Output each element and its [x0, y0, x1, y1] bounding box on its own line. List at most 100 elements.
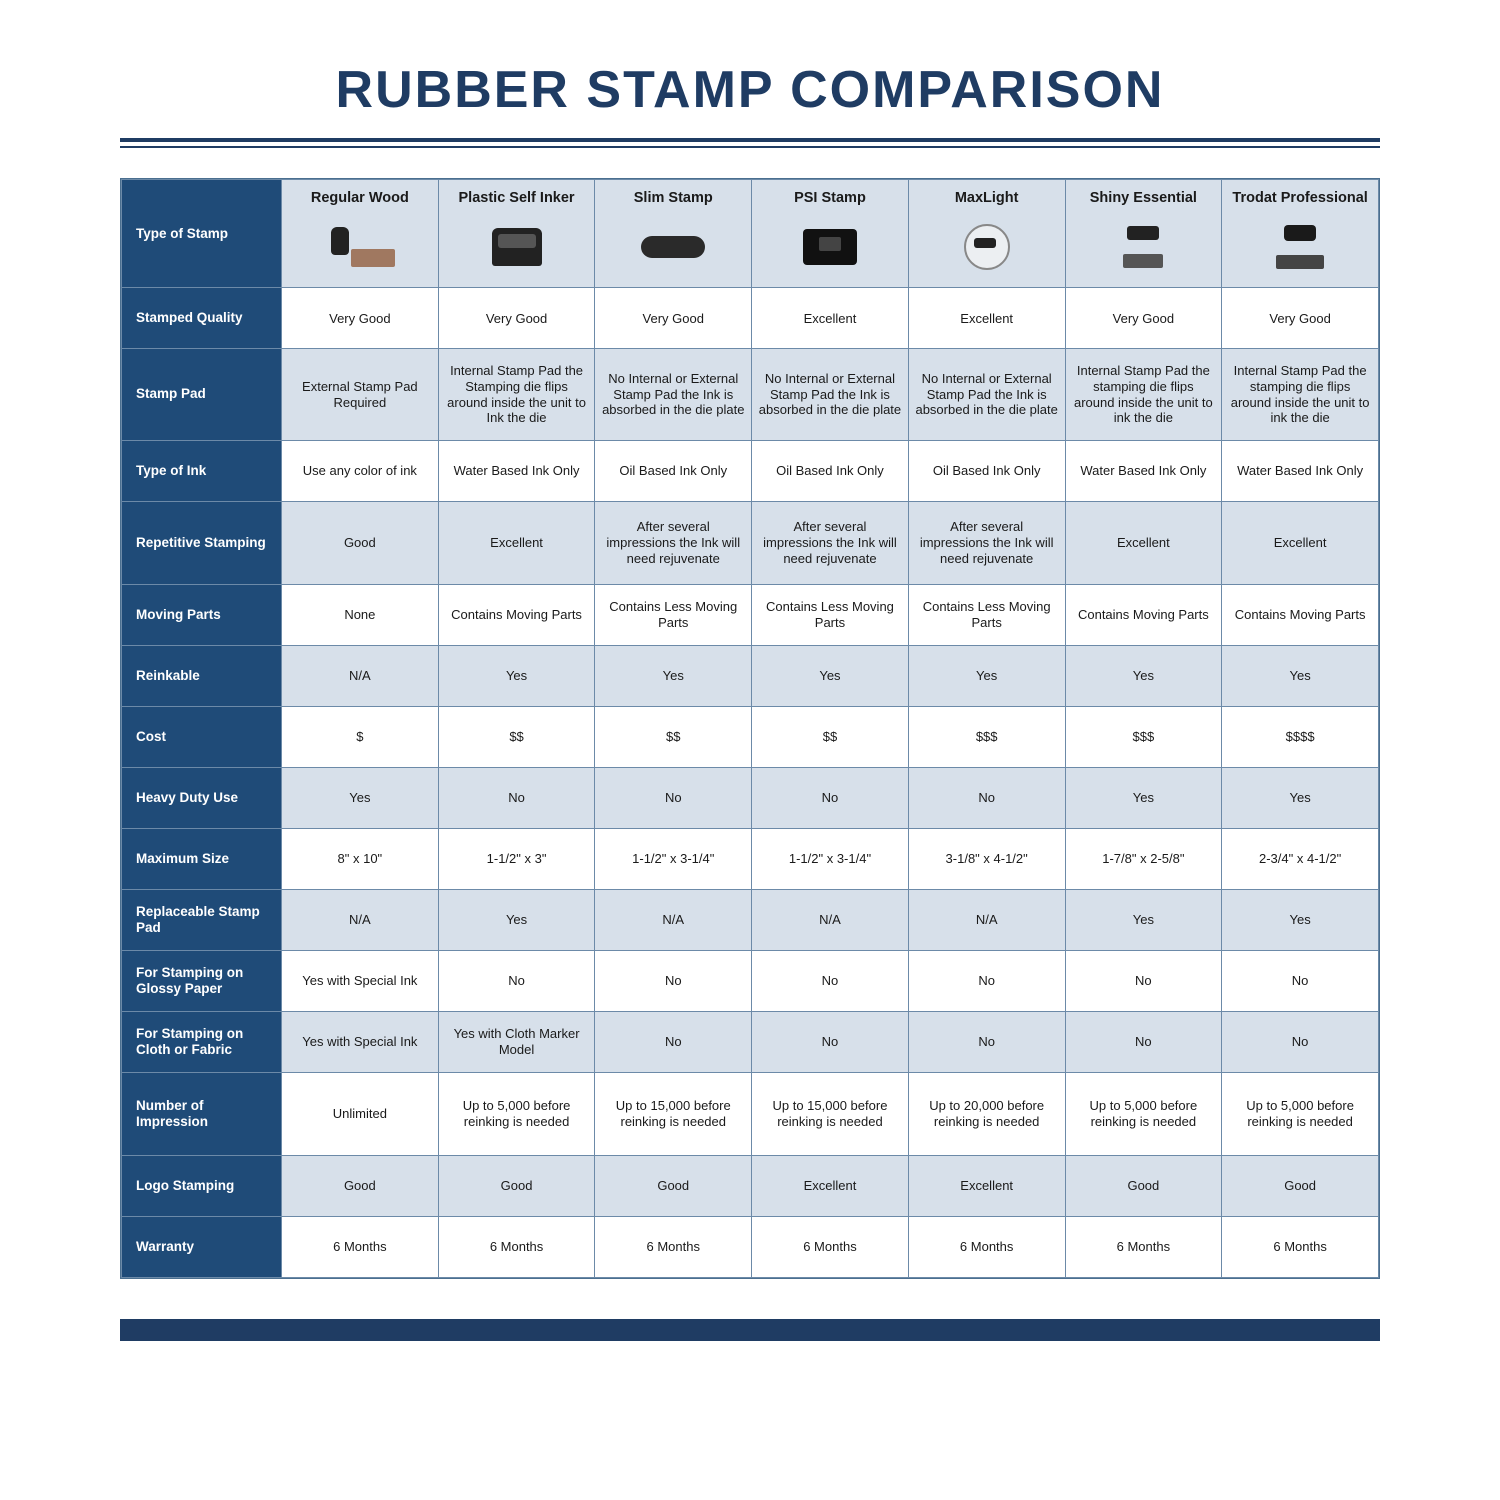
data-cell: $$$: [908, 706, 1065, 767]
table-row: For Stamping on Cloth or Fabric Yes with …: [122, 1011, 1379, 1072]
row-label: For Stamping on Glossy Paper: [122, 950, 282, 1011]
data-cell: Good: [282, 501, 439, 584]
data-cell: Yes with Cloth Marker Model: [438, 1011, 595, 1072]
row-label: Type of Ink: [122, 440, 282, 501]
data-cell: Use any color of ink: [282, 440, 439, 501]
data-cell: No: [595, 767, 752, 828]
row-label: Replaceable Stamp Pad: [122, 889, 282, 950]
data-cell: 1-7/8" x 2-5/8": [1065, 828, 1222, 889]
data-cell: Up to 20,000 before reinking is needed: [908, 1072, 1065, 1155]
product-icon-cell: [438, 213, 595, 288]
data-cell: Excellent: [1222, 501, 1379, 584]
data-cell: No Internal or External Stamp Pad the In…: [595, 349, 752, 440]
data-cell: $: [282, 706, 439, 767]
data-cell: No: [1222, 1011, 1379, 1072]
data-cell: Yes: [1065, 767, 1222, 828]
col-header: MaxLight: [908, 180, 1065, 214]
table-row: Cost$$$$$$$$$$$$$$$$$: [122, 706, 1379, 767]
table-row: Warranty6 Months6 Months6 Months6 Months…: [122, 1216, 1379, 1277]
data-cell: Very Good: [1065, 288, 1222, 349]
row-label: For Stamping on Cloth or Fabric: [122, 1011, 282, 1072]
data-cell: Very Good: [1222, 288, 1379, 349]
data-cell: Good: [282, 1155, 439, 1216]
data-cell: Yes: [1222, 767, 1379, 828]
data-cell: 6 Months: [282, 1216, 439, 1277]
data-cell: N/A: [908, 889, 1065, 950]
data-cell: No: [752, 950, 909, 1011]
data-cell: Very Good: [438, 288, 595, 349]
row-label: Stamped Quality: [122, 288, 282, 349]
table-row: Logo StampingGoodGoodGoodExcellentExcell…: [122, 1155, 1379, 1216]
data-cell: No: [1222, 950, 1379, 1011]
col-header: Shiny Essential: [1065, 180, 1222, 214]
data-cell: Water Based Ink Only: [1065, 440, 1222, 501]
table-row: Moving PartsNoneContains Moving PartsCon…: [122, 584, 1379, 645]
data-cell: Excellent: [1065, 501, 1222, 584]
table-row: Stamped QualityVery GoodVery GoodVery Go…: [122, 288, 1379, 349]
data-cell: No Internal or External Stamp Pad the In…: [908, 349, 1065, 440]
data-cell: N/A: [282, 889, 439, 950]
data-cell: Yes: [752, 645, 909, 706]
data-cell: Oil Based Ink Only: [908, 440, 1065, 501]
data-cell: Up to 15,000 before reinking is needed: [752, 1072, 909, 1155]
data-cell: Good: [1065, 1155, 1222, 1216]
page-title: RUBBER STAMP COMPARISON: [120, 60, 1380, 120]
table-row: Heavy Duty UseYesNoNoNoNoYesYes: [122, 767, 1379, 828]
row-label: Warranty: [122, 1216, 282, 1277]
footer-bar: [120, 1319, 1380, 1341]
data-cell: 6 Months: [908, 1216, 1065, 1277]
data-cell: No: [752, 1011, 909, 1072]
data-cell: Contains Less Moving Parts: [908, 584, 1065, 645]
data-cell: Oil Based Ink Only: [752, 440, 909, 501]
data-cell: 3-1/8" x 4-1/2": [908, 828, 1065, 889]
table-row: Stamp PadExternal Stamp Pad RequiredInte…: [122, 349, 1379, 440]
comparison-table: Type of Stamp Regular Wood Plastic Self …: [121, 179, 1379, 1278]
data-cell: Up to 5,000 before reinking is needed: [438, 1072, 595, 1155]
data-cell: $$: [438, 706, 595, 767]
data-cell: Yes: [282, 767, 439, 828]
data-cell: Yes: [1065, 889, 1222, 950]
data-cell: No: [908, 767, 1065, 828]
type-of-stamp-label: Type of Stamp: [122, 180, 282, 288]
data-cell: Excellent: [908, 288, 1065, 349]
data-cell: Yes: [438, 645, 595, 706]
data-cell: Water Based Ink Only: [1222, 440, 1379, 501]
data-cell: $$$$: [1222, 706, 1379, 767]
rule-thin: [120, 146, 1380, 148]
data-cell: $$: [595, 706, 752, 767]
data-cell: Very Good: [282, 288, 439, 349]
data-cell: 8" x 10": [282, 828, 439, 889]
data-cell: Oil Based Ink Only: [595, 440, 752, 501]
row-label: Number of Impression: [122, 1072, 282, 1155]
data-cell: No: [595, 1011, 752, 1072]
title-wrap: RUBBER STAMP COMPARISON: [120, 60, 1380, 120]
data-cell: 6 Months: [752, 1216, 909, 1277]
table-row: Maximum Size8" x 10"1-1/2" x 3"1-1/2" x …: [122, 828, 1379, 889]
maxlight-icon: [964, 224, 1010, 270]
data-cell: Good: [595, 1155, 752, 1216]
data-cell: 6 Months: [1222, 1216, 1379, 1277]
data-cell: Good: [438, 1155, 595, 1216]
table-row: Number of ImpressionUnlimitedUp to 5,000…: [122, 1072, 1379, 1155]
data-cell: 1-1/2" x 3-1/4": [595, 828, 752, 889]
comparison-table-wrap: Type of Stamp Regular Wood Plastic Self …: [120, 178, 1380, 1279]
row-label: Maximum Size: [122, 828, 282, 889]
rule-thick: [120, 138, 1380, 142]
data-cell: $$: [752, 706, 909, 767]
data-cell: External Stamp Pad Required: [282, 349, 439, 440]
data-cell: Up to 5,000 before reinking is needed: [1222, 1072, 1379, 1155]
row-label: Logo Stamping: [122, 1155, 282, 1216]
header-image-row: [122, 213, 1379, 288]
data-cell: Very Good: [595, 288, 752, 349]
col-header: Regular Wood: [282, 180, 439, 214]
data-cell: No: [908, 950, 1065, 1011]
data-cell: Internal Stamp Pad the stamping die flip…: [1222, 349, 1379, 440]
regular-wood-icon: [325, 227, 395, 267]
row-label: Moving Parts: [122, 584, 282, 645]
product-icon-cell: [1222, 213, 1379, 288]
data-cell: N/A: [595, 889, 752, 950]
data-cell: Contains Moving Parts: [1065, 584, 1222, 645]
product-icon-cell: [595, 213, 752, 288]
data-cell: Contains Moving Parts: [1222, 584, 1379, 645]
col-header: PSI Stamp: [752, 180, 909, 214]
